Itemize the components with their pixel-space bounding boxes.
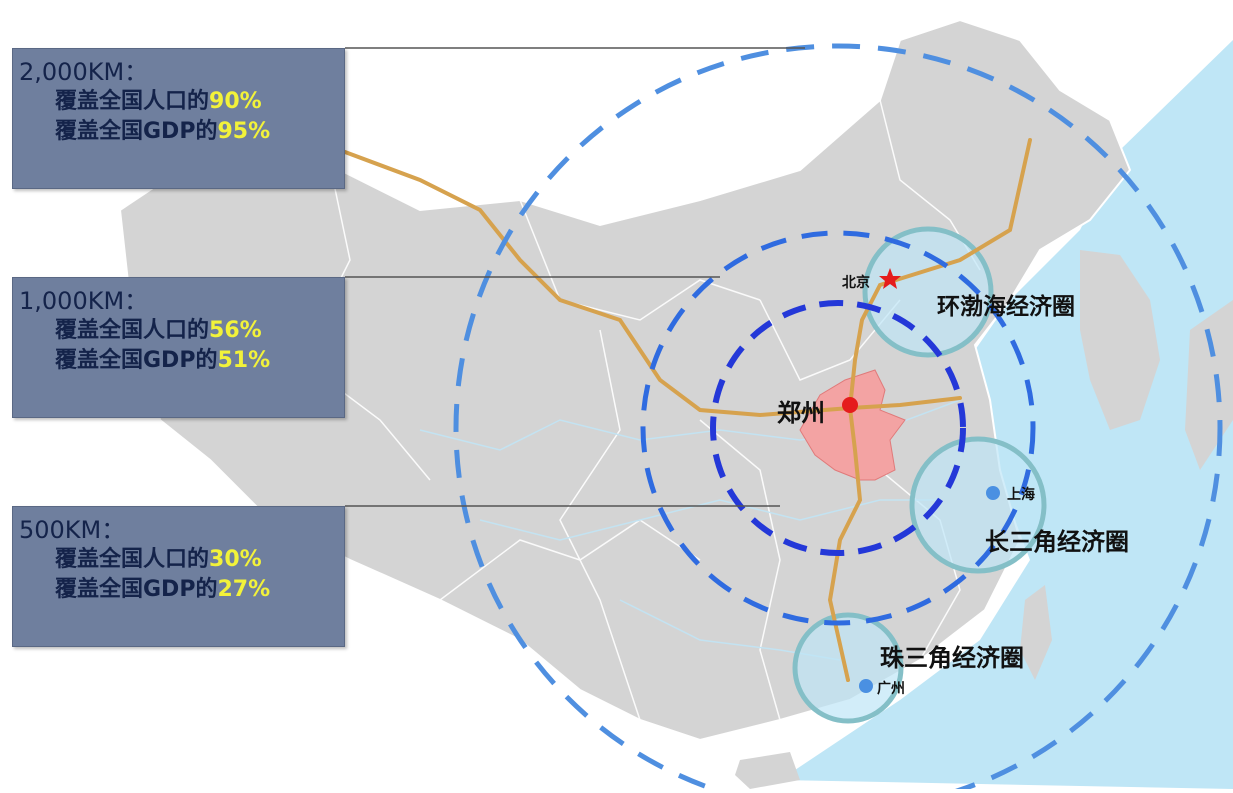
population-value: 56% xyxy=(209,318,262,343)
taiwan xyxy=(1020,585,1052,680)
rail-lines xyxy=(343,138,1032,682)
korea-peninsula xyxy=(1080,250,1160,430)
coverage-title: 1,000KM： xyxy=(19,287,149,315)
coverage-box-500km: 500KM： 覆盖全国人口的30% 覆盖全国GDP的27% xyxy=(12,506,345,647)
population-line: 覆盖全国人口的30% xyxy=(13,545,344,575)
province-borders xyxy=(299,99,981,721)
coverage-box-2000km: 2,000KM： 覆盖全国人口的90% 覆盖全国GDP的95% xyxy=(12,48,345,189)
population-prefix: 覆盖全国人口的 xyxy=(55,547,210,572)
gdp-prefix: 覆盖全国GDP的 xyxy=(55,577,218,602)
gdp-prefix: 覆盖全国GDP的 xyxy=(55,119,218,144)
gdp-line: 覆盖全国GDP的95% xyxy=(13,117,344,147)
gdp-line: 覆盖全国GDP的27% xyxy=(13,575,344,605)
sea xyxy=(780,40,1233,789)
population-prefix: 覆盖全国人口的 xyxy=(55,89,210,114)
yangtze-region-label: 长三角经济圈 xyxy=(985,528,1129,556)
ring-1000km xyxy=(640,230,1036,626)
gdp-prefix: 覆盖全国GDP的 xyxy=(55,348,218,373)
shanghai-marker xyxy=(986,486,1000,500)
gdp-value: 95% xyxy=(217,119,271,144)
coverage-box-1000km: 1,000KM： 覆盖全国人口的56% 覆盖全国GDP的51% xyxy=(12,277,345,418)
population-prefix: 覆盖全国人口的 xyxy=(55,318,210,343)
ring-500km xyxy=(710,300,966,556)
beijing-star-icon xyxy=(879,268,901,289)
guangzhou-label: 广州 xyxy=(877,681,905,697)
shanghai-label: 上海 xyxy=(1007,487,1035,503)
beijing-label: 北京 xyxy=(842,275,870,291)
coverage-title: 500KM： xyxy=(19,516,126,544)
population-value: 90% xyxy=(209,89,262,114)
china-landmass xyxy=(118,18,1132,742)
hainan xyxy=(735,752,800,789)
pearl-region-label: 珠三角经济圈 xyxy=(880,644,1024,672)
zhengzhou-marker xyxy=(842,397,858,413)
zhengzhou-label: 郑州 xyxy=(777,399,825,427)
population-line: 覆盖全国人口的56% xyxy=(13,316,344,346)
population-line: 覆盖全国人口的90% xyxy=(13,87,344,117)
population-value: 30% xyxy=(209,547,262,572)
connector-lines xyxy=(345,47,805,507)
gdp-line: 覆盖全国GDP的51% xyxy=(13,346,344,376)
ring-2000km xyxy=(453,43,1223,793)
pearl-circle-zone xyxy=(792,612,904,724)
gdp-value: 51% xyxy=(217,348,271,373)
bohai-region-label: 环渤海经济圈 xyxy=(937,294,1075,320)
yangtze-circle-zone xyxy=(909,436,1047,574)
gdp-value: 27% xyxy=(217,577,271,602)
guangzhou-marker xyxy=(859,679,873,693)
coverage-title: 2,000KM： xyxy=(19,58,149,86)
